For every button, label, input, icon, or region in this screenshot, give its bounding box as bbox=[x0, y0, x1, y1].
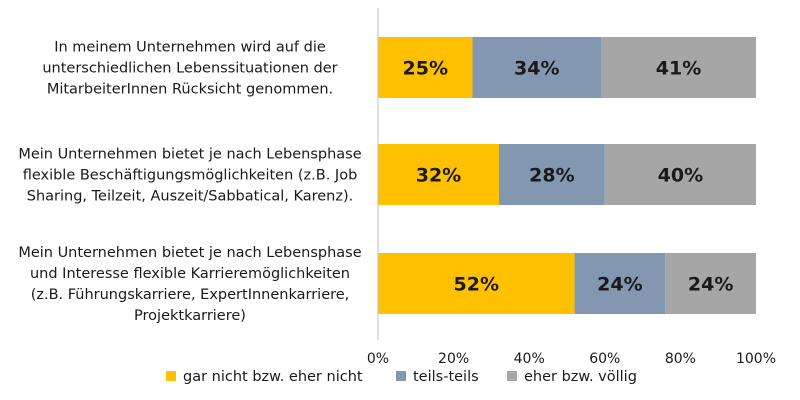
bar-value-label-2-2: 28% bbox=[529, 165, 574, 187]
legend-label-1: gar nicht bzw. eher nicht bbox=[183, 369, 363, 385]
legend-swatch-2 bbox=[396, 371, 406, 381]
bar-segment-3-2 bbox=[574, 253, 666, 314]
x-tick-label: 60% bbox=[589, 351, 620, 367]
bar-segment-3-1 bbox=[378, 253, 575, 314]
bar-segment-2-3 bbox=[604, 144, 756, 205]
category-labels: In meinem Unternehmen wird auf die unters… bbox=[18, 40, 361, 325]
bar-value-label-1-2: 34% bbox=[514, 58, 559, 80]
x-tick-label: 0% bbox=[367, 351, 389, 367]
x-tick-label: 80% bbox=[665, 351, 696, 367]
category-label-1: In meinem Unternehmen wird auf die unters… bbox=[42, 40, 337, 98]
bar-segment-1-3 bbox=[601, 37, 756, 98]
x-axis-ticks: 0% 20% 40% 60% 80% 100% bbox=[367, 351, 776, 367]
x-tick-label: 100% bbox=[736, 351, 776, 367]
category-label-2: Mein Unternehmen bietet je nach Lebensph… bbox=[18, 147, 361, 205]
category-label-3: Mein Unternehmen bietet je nach Lebensph… bbox=[18, 245, 361, 324]
legend-swatch-3 bbox=[507, 371, 517, 381]
bar-value-label-3-2: 24% bbox=[597, 274, 642, 296]
legend-swatch-1 bbox=[166, 371, 176, 381]
x-tick-label: 40% bbox=[514, 351, 545, 367]
bar-value-label-3-3: 24% bbox=[688, 274, 733, 296]
bar-segment-3-3 bbox=[665, 253, 756, 314]
legend-label-3: eher bzw. völlig bbox=[524, 369, 637, 385]
bar-segment-1-2 bbox=[472, 37, 602, 98]
bars: 25% 34% 41% 32% 28% 40% 52% 24% 24% bbox=[378, 37, 756, 314]
bar-value-label-2-3: 40% bbox=[658, 165, 703, 187]
bar-value-label-1-3: 41% bbox=[656, 58, 701, 80]
bar-segment-2-1 bbox=[378, 144, 499, 205]
bar-value-label-1-1: 25% bbox=[403, 58, 448, 80]
bar-value-label-2-1: 32% bbox=[416, 165, 461, 187]
bar-value-label-3-1: 52% bbox=[454, 274, 499, 296]
bar-segment-2-2 bbox=[498, 144, 605, 205]
legend-label-2: teils-teils bbox=[413, 369, 479, 385]
x-tick-label: 20% bbox=[438, 351, 469, 367]
legend: gar nicht bzw. eher nicht teils-teils eher… bbox=[166, 369, 637, 385]
bar-segment-1-1 bbox=[378, 37, 473, 98]
